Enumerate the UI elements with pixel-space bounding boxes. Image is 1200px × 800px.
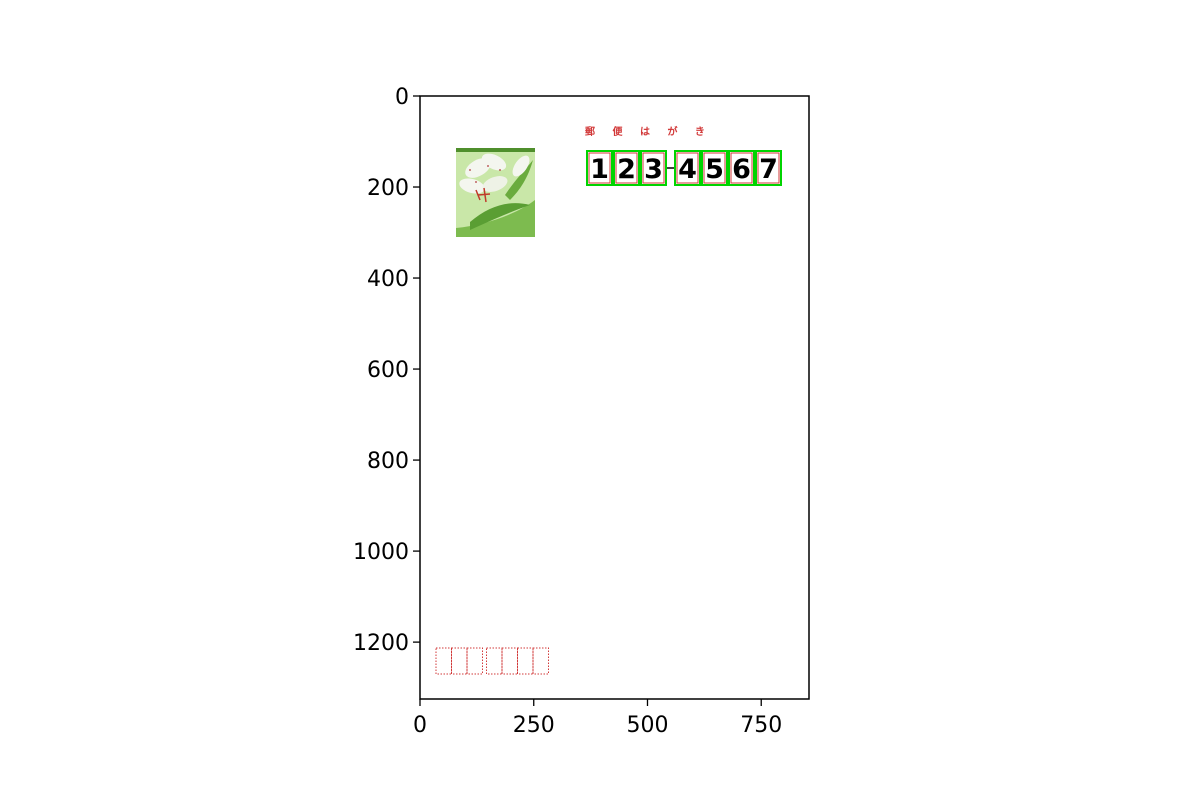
detection-box bbox=[674, 150, 701, 186]
digit-box bbox=[730, 152, 753, 184]
y-tick-label: 400 bbox=[367, 267, 409, 292]
stamp-top-band bbox=[456, 148, 535, 152]
detection-box bbox=[613, 150, 640, 186]
stamp-denomination-mark bbox=[475, 187, 491, 203]
digit-box bbox=[703, 152, 726, 184]
digit-box bbox=[615, 152, 638, 184]
digit-box bbox=[757, 152, 780, 184]
y-tick-label: 0 bbox=[395, 85, 409, 110]
x-tick-label: 500 bbox=[626, 713, 668, 738]
x-tick-label: 0 bbox=[413, 713, 427, 738]
postal-digit: 2 bbox=[617, 154, 636, 185]
lily-petal bbox=[482, 176, 508, 192]
postal-digit: 3 bbox=[644, 154, 663, 185]
x-axis: 0 250 500 750 bbox=[413, 699, 782, 738]
digit-box bbox=[642, 152, 665, 184]
postal-digit: 1 bbox=[590, 154, 609, 185]
lily-leaf-2 bbox=[505, 160, 533, 200]
detection-box bbox=[728, 150, 755, 186]
lily-bud bbox=[512, 155, 530, 177]
detection-box bbox=[701, 150, 728, 186]
axes-frame bbox=[419, 95, 810, 700]
lily-leaf bbox=[470, 203, 530, 230]
x-tick-label: 250 bbox=[513, 713, 555, 738]
y-tick-label: 200 bbox=[367, 176, 409, 201]
postal-digit: 5 bbox=[705, 154, 724, 185]
postal-header-text: 郵 便 は が き bbox=[585, 125, 712, 138]
y-tick-label: 800 bbox=[367, 449, 409, 474]
x-tick-label: 750 bbox=[740, 713, 782, 738]
lily-petal bbox=[459, 178, 485, 194]
y-tick-label: 600 bbox=[367, 358, 409, 383]
postal-digit: 4 bbox=[678, 154, 697, 185]
postal-digit: 6 bbox=[732, 154, 751, 185]
digit-box bbox=[676, 152, 699, 184]
y-tick-label: 1000 bbox=[353, 540, 409, 565]
y-tick-label: 1200 bbox=[353, 631, 409, 656]
detection-box bbox=[586, 150, 613, 186]
stamp-illustration bbox=[456, 148, 535, 237]
sender-code-box bbox=[532, 647, 549, 675]
sender-code-box bbox=[466, 647, 483, 675]
y-axis: 0 200 400 600 800 1000 1200 bbox=[353, 85, 420, 656]
detection-box bbox=[640, 150, 667, 186]
detection-box bbox=[755, 150, 782, 186]
digit-box bbox=[588, 152, 611, 184]
postal-digit: 7 bbox=[759, 154, 778, 185]
sender-postal-boxes bbox=[435, 647, 549, 675]
